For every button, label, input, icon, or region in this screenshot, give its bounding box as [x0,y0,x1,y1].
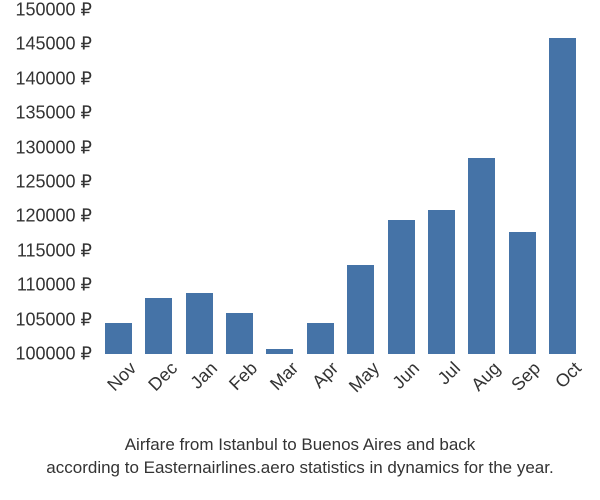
airfare-bar-chart: 100000 ₽ 105000 ₽ 110000 ₽ 115000 ₽ 120000 ₽… [0,0,600,500]
y-tick-label: 135000 ₽ [15,103,92,124]
x-tick-label: Feb [226,358,263,395]
x-tick-label: Sep [508,358,545,395]
bar [105,323,132,354]
x-tick-label: Jun [389,358,424,393]
bar [428,210,455,354]
y-tick-label: 100000 ₽ [15,344,92,365]
caption-line-1: Airfare from Istanbul to Buenos Aires an… [125,435,476,454]
bar [509,232,536,354]
caption-line-2: according to Easternairlines.aero statis… [46,458,553,477]
bar [347,265,374,354]
plot-area [98,10,583,354]
x-tick-label: Jan [187,358,222,393]
x-axis-ticks: NovDecJanFebMarAprMayJun JulAugSepOct [98,358,583,428]
y-tick-label: 115000 ₽ [17,240,92,261]
y-tick-label: 110000 ₽ [17,275,92,296]
y-tick-label: 105000 ₽ [15,309,92,330]
x-tick-label: Apr [308,358,343,393]
y-tick-label: 125000 ₽ [15,172,92,193]
x-tick-label: Nov [104,358,141,395]
bar [226,313,253,354]
x-tick-label: Oct [551,358,586,393]
y-tick-label: 140000 ₽ [15,68,92,89]
bar [145,298,172,354]
y-tick-label: 130000 ₽ [15,137,92,158]
x-tick-label: Mar [266,358,303,395]
y-tick-label: 150000 ₽ [15,0,92,21]
bar [307,323,334,354]
x-tick-label: Jul [433,358,464,389]
bar [388,220,415,354]
bar [549,38,576,354]
y-tick-label: 120000 ₽ [15,206,92,227]
bar [468,158,495,354]
bar [266,349,293,355]
x-tick-label: Aug [467,358,504,395]
bars-container [98,10,583,354]
chart-caption: Airfare from Istanbul to Buenos Aires an… [0,434,600,480]
y-axis-ticks: 100000 ₽105000 ₽110000 ₽115000 ₽120000 ₽… [0,10,92,354]
x-tick-label: Dec [144,358,181,395]
y-tick-label: 145000 ₽ [15,34,92,55]
bar [186,293,213,354]
x-tick-label: May [345,358,384,397]
